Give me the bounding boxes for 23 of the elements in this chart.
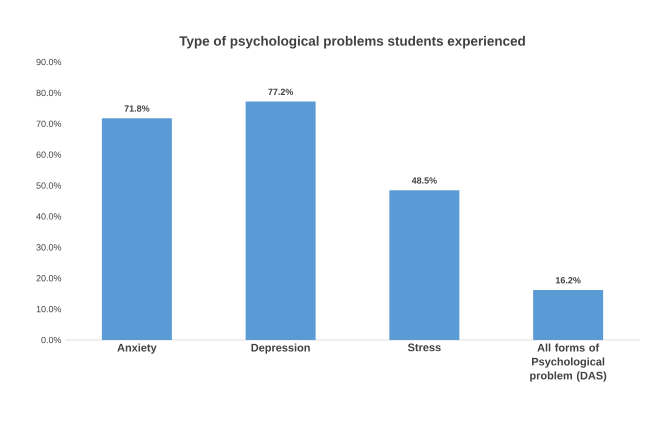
y-tick-label: 20.0% bbox=[36, 275, 62, 282]
bar bbox=[246, 102, 316, 340]
data-label: 77.2% bbox=[268, 88, 294, 96]
data-label: 48.5% bbox=[412, 177, 437, 184]
bar bbox=[389, 190, 460, 340]
bar bbox=[533, 290, 604, 340]
x-tick-label: All forms of Psychological problem (DAS) bbox=[530, 344, 606, 382]
data-label: 71.8% bbox=[124, 105, 150, 112]
y-tick-label: 80.0% bbox=[36, 90, 62, 96]
y-tick-label: 90.0% bbox=[36, 58, 62, 66]
x-tick-label: Depression bbox=[252, 344, 310, 354]
chart-title: Type of psychological problems students experienced bbox=[179, 36, 525, 48]
bar bbox=[102, 118, 172, 340]
y-tick-label: 10.0% bbox=[36, 306, 62, 312]
x-tick-label: Anxiety bbox=[117, 344, 157, 354]
y-tick-label: 40.0% bbox=[36, 213, 62, 220]
y-tick-label: 0.0% bbox=[41, 336, 62, 344]
data-label: 16.2% bbox=[556, 277, 581, 284]
x-tick-label: Stress bbox=[408, 344, 441, 352]
y-tick-label: 50.0% bbox=[36, 182, 62, 189]
y-tick-label: 30.0% bbox=[36, 244, 62, 251]
y-tick-label: 60.0% bbox=[36, 151, 62, 158]
y-tick-label: 70.0% bbox=[36, 120, 62, 127]
